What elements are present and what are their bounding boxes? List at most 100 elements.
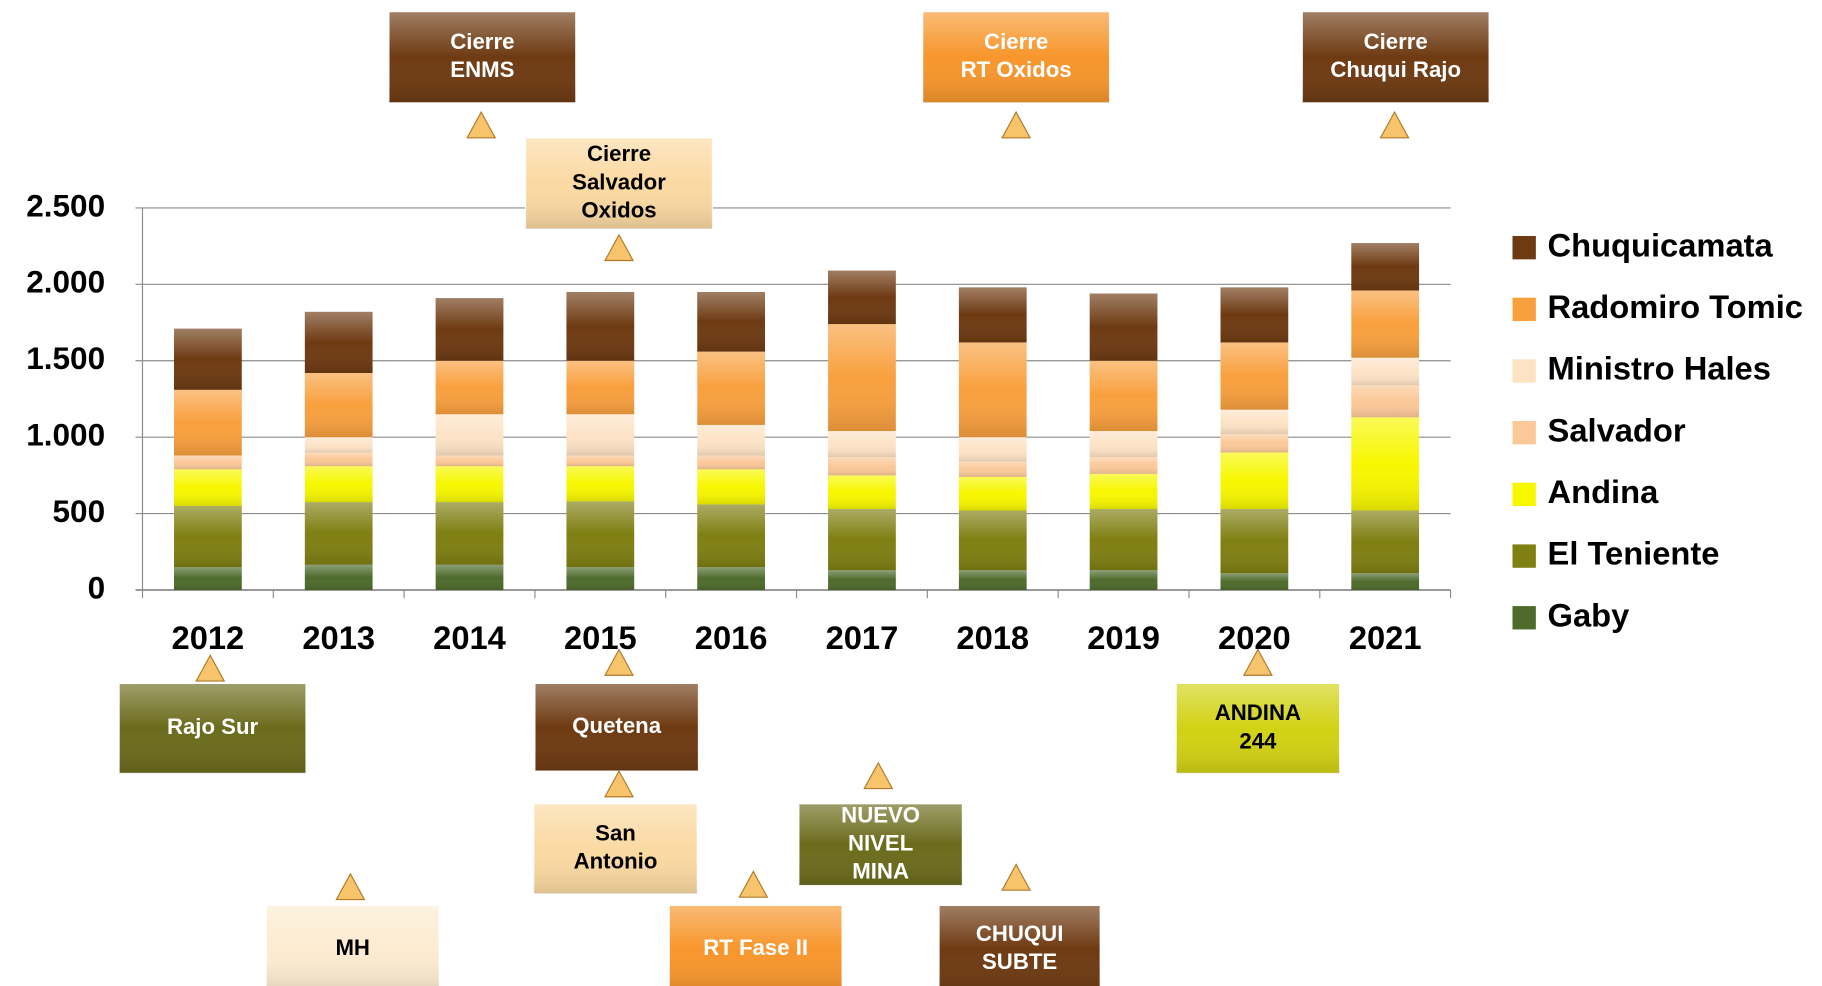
annotation-text: 244 — [1239, 728, 1277, 753]
bar-shine — [697, 504, 766, 568]
annotation-arrow — [1379, 110, 1410, 139]
annotation-text: Cierre — [1364, 29, 1428, 54]
bar-shine — [697, 291, 766, 352]
annotation-text: Oxidos — [581, 197, 656, 222]
annotation-shine — [798, 803, 963, 886]
bar-shine — [1220, 573, 1289, 590]
bar-shine — [566, 360, 635, 415]
x-tick-label: 2020 — [1218, 619, 1291, 656]
annotation-text: NUEVO — [841, 802, 920, 827]
bar-shine — [697, 567, 766, 590]
bar-shine — [174, 567, 242, 590]
bar-shine — [697, 469, 766, 505]
y-tick-label: 500 — [53, 493, 106, 529]
annotation-text: MH — [335, 935, 370, 960]
bar-shine — [958, 510, 1027, 571]
annotation-shine — [388, 11, 576, 103]
annotation-shine — [922, 11, 1110, 103]
bar-shine — [958, 461, 1027, 477]
annotation-shine — [534, 683, 699, 772]
bar-shine — [1089, 360, 1158, 432]
annotation-text: Cierre — [450, 29, 514, 54]
annotation-text: Chuqui Rajo — [1330, 57, 1461, 82]
annotation-text: Antonio — [574, 849, 658, 874]
legend-label: El Teniente — [1548, 535, 1720, 572]
annotation-arrow — [604, 648, 635, 676]
legend-label: Gaby — [1548, 596, 1630, 633]
bar-shine — [174, 455, 242, 470]
bar-shine — [1351, 357, 1420, 386]
y-tick-label: 1.500 — [26, 340, 105, 376]
annotation-shine — [525, 137, 713, 229]
bar-shine — [958, 342, 1027, 438]
bar-shine — [697, 455, 766, 470]
annotation-arrow — [195, 654, 226, 682]
legend-swatch — [1512, 235, 1536, 260]
x-tick-label: 2019 — [1087, 619, 1160, 656]
y-tick-label: 2.000 — [26, 264, 105, 300]
annotation-text: ANDINA — [1215, 700, 1301, 725]
annotation-shine — [1302, 11, 1490, 103]
annotation-shine — [266, 905, 440, 986]
bar-shine — [435, 298, 504, 361]
bar-shine — [304, 452, 373, 467]
bar-shine — [1351, 385, 1420, 418]
bar-shine — [566, 291, 635, 361]
x-tick-label: 2015 — [564, 619, 637, 656]
bar-shine — [566, 501, 635, 568]
bar-shine — [697, 351, 766, 425]
annotation-text: Rajo Sur — [167, 714, 259, 739]
annotation-arrow — [604, 233, 635, 262]
bar-shine — [1089, 293, 1158, 361]
annotation-text: ENMS — [450, 57, 514, 82]
bar-shine — [1089, 457, 1158, 474]
bar-shine — [1351, 510, 1420, 574]
bar-shine — [958, 287, 1027, 343]
bar-shine — [828, 475, 896, 509]
annotation-text: Cierre — [984, 29, 1048, 54]
annotation-shine — [939, 905, 1101, 986]
bar-shine — [304, 502, 373, 565]
annotation-text: RT Fase II — [703, 935, 808, 960]
x-tick-label: 2012 — [172, 619, 245, 656]
annotation-text: Salvador — [572, 169, 666, 194]
x-tick-label: 2018 — [956, 619, 1029, 656]
bar-shine — [1351, 417, 1420, 511]
bar-shine — [435, 414, 504, 456]
legend-label: Andina — [1548, 473, 1660, 510]
annotation-arrow — [1001, 863, 1032, 891]
legend-swatch — [1512, 421, 1536, 445]
annotation-text: San — [595, 821, 636, 846]
annotation-text: RT Oxidos — [961, 57, 1072, 82]
legend-swatch — [1512, 297, 1536, 322]
bar-shine — [1089, 508, 1158, 571]
annotation-arrow — [738, 870, 769, 898]
annotation-shine — [1176, 683, 1340, 774]
bar-shine — [174, 505, 242, 568]
bar-shine — [1220, 342, 1289, 410]
bar-shine — [1220, 287, 1289, 343]
bar-shine — [697, 424, 766, 456]
bar-shine — [304, 372, 373, 438]
bar-shine — [1089, 570, 1158, 590]
annotation-arrow — [604, 769, 635, 798]
bar-shine — [1351, 243, 1420, 291]
annotation-arrow — [466, 110, 497, 139]
x-tick-label: 2021 — [1349, 619, 1422, 656]
bar-shine — [958, 570, 1027, 590]
bar-shine — [1089, 473, 1158, 509]
bar-shine — [435, 466, 504, 503]
x-tick-label: 2017 — [826, 619, 899, 656]
bar-shine — [435, 360, 504, 415]
bar-shine — [1220, 452, 1289, 509]
legend-label: Salvador — [1548, 411, 1686, 448]
x-tick-label: 2016 — [695, 619, 768, 656]
legend-swatch — [1512, 482, 1536, 507]
bar-shine — [435, 502, 504, 565]
bar-shine — [1220, 434, 1289, 453]
bar-shine — [1351, 573, 1420, 590]
annotation-text: MINA — [852, 859, 909, 884]
bar-shine — [566, 466, 635, 502]
annotation-arrow — [335, 872, 366, 901]
annotation-text: NIVEL — [848, 830, 913, 855]
